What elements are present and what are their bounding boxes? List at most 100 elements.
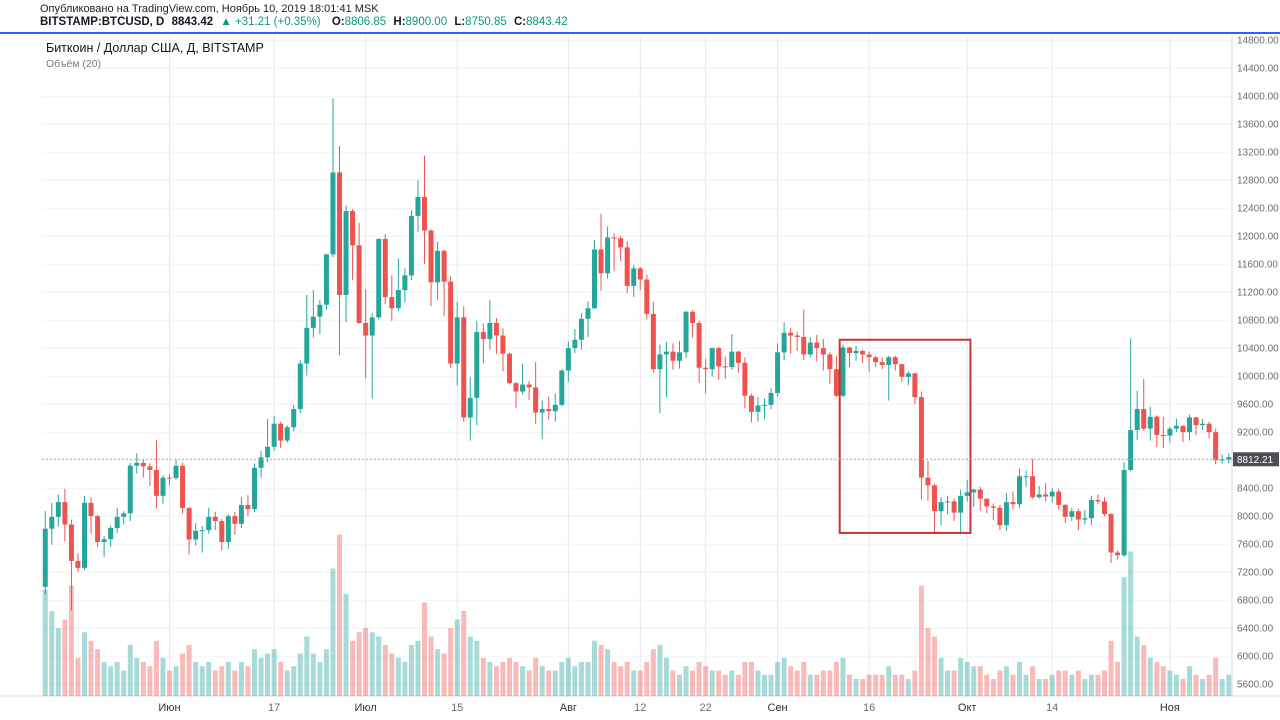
candle-body (683, 311, 689, 353)
volume-bar (1219, 679, 1225, 696)
time-tick-label: 16 (863, 702, 875, 714)
volume-bar (631, 670, 637, 696)
highlight-box (838, 338, 972, 534)
time-tick-label: Июн (158, 702, 180, 714)
price-tick-label: 6000.00 (1237, 652, 1274, 663)
volume-bar (932, 636, 937, 696)
volume-bar (1173, 674, 1179, 696)
candle-body (552, 404, 558, 412)
volume-bar (794, 670, 800, 696)
candle-body (951, 501, 957, 513)
volume-bar (186, 645, 192, 696)
volume-bar (480, 657, 486, 696)
volume-bar (833, 662, 839, 696)
time-tick-label: Авг (560, 702, 577, 714)
time-axis[interactable] (0, 696, 1280, 720)
candle-body (1187, 417, 1192, 433)
volume-bar (951, 670, 957, 696)
candle-body (1154, 416, 1160, 435)
volume-bar (827, 670, 833, 696)
price-axis[interactable] (1232, 36, 1280, 696)
close-value: 8843.42 (526, 16, 568, 28)
volume-bar (49, 611, 55, 696)
candle-body (382, 238, 388, 298)
volume-bar (500, 662, 506, 696)
volume-bar (1180, 679, 1186, 696)
volume-bar (918, 585, 924, 696)
price-tick-label: 10400.00 (1237, 344, 1279, 355)
candle-body (1160, 434, 1166, 436)
volume-bar (199, 666, 205, 696)
price-tick-label: 13200.00 (1237, 148, 1279, 159)
candle-body (807, 342, 813, 355)
candle-body (62, 502, 68, 525)
candle-body (925, 477, 931, 486)
candle-body (997, 507, 1003, 526)
volume-bar (252, 649, 257, 696)
time-tick-label: Окт (958, 702, 977, 714)
volume-bar (526, 670, 532, 696)
volume-bar (814, 674, 820, 696)
volume-bar (474, 640, 480, 696)
volume-bar (310, 653, 316, 696)
volume-bar (644, 662, 650, 696)
candle-body (729, 351, 735, 368)
last-price-badge (1233, 452, 1279, 467)
candle-body (827, 354, 833, 370)
volume-bar (729, 670, 735, 696)
price-tick-label: 10800.00 (1237, 316, 1279, 327)
candle-body (722, 366, 728, 368)
candle-body (493, 322, 499, 336)
candle-body (1128, 430, 1134, 470)
last-price-badge-text: 8812.21 (1237, 455, 1274, 466)
candle-body (193, 530, 199, 540)
volume-bar (1147, 657, 1153, 696)
volume-bar (1213, 657, 1219, 696)
volume-bar (428, 636, 434, 696)
volume-bar (677, 674, 682, 696)
candle-body (958, 495, 964, 513)
volume-bar (402, 662, 408, 696)
volume-bar (284, 670, 290, 696)
volume-bar (1069, 674, 1075, 696)
volume-bar (886, 666, 892, 696)
candle-body (866, 354, 872, 358)
candle-body (252, 467, 257, 510)
volume-bar (1128, 551, 1134, 696)
candle-body (395, 290, 401, 309)
candle-body (657, 354, 663, 370)
volume-bar (62, 619, 68, 696)
price-tick-label: 12400.00 (1237, 204, 1279, 215)
candle-body (317, 304, 323, 317)
candle-body (435, 250, 441, 283)
volume-bar (245, 666, 251, 696)
candle-body (310, 316, 316, 328)
volume-bar (539, 666, 545, 696)
volume-bar (1075, 670, 1081, 696)
volume-bar (147, 666, 153, 696)
volume-bar (618, 666, 624, 696)
volume-bar (265, 653, 271, 696)
volume-bar (167, 670, 172, 696)
volume-bar (964, 662, 970, 696)
candle-body (500, 335, 506, 354)
volume-bar (997, 670, 1003, 696)
volume-bar (127, 645, 133, 696)
candle-body (1049, 491, 1055, 497)
candle-body (912, 373, 918, 398)
volume-bar (578, 662, 584, 696)
price-tick-label: 13600.00 (1237, 120, 1279, 131)
candle-body (1030, 476, 1036, 498)
candle-body (304, 327, 310, 364)
candle-body (879, 362, 885, 365)
candle-body (984, 498, 990, 507)
volume-bar (1141, 645, 1147, 696)
candle-body (971, 489, 977, 493)
candle-body (873, 357, 879, 363)
candle-body (337, 172, 342, 295)
volume-bar (376, 636, 382, 696)
volume-bar (866, 674, 872, 696)
candle-body (1200, 423, 1206, 426)
